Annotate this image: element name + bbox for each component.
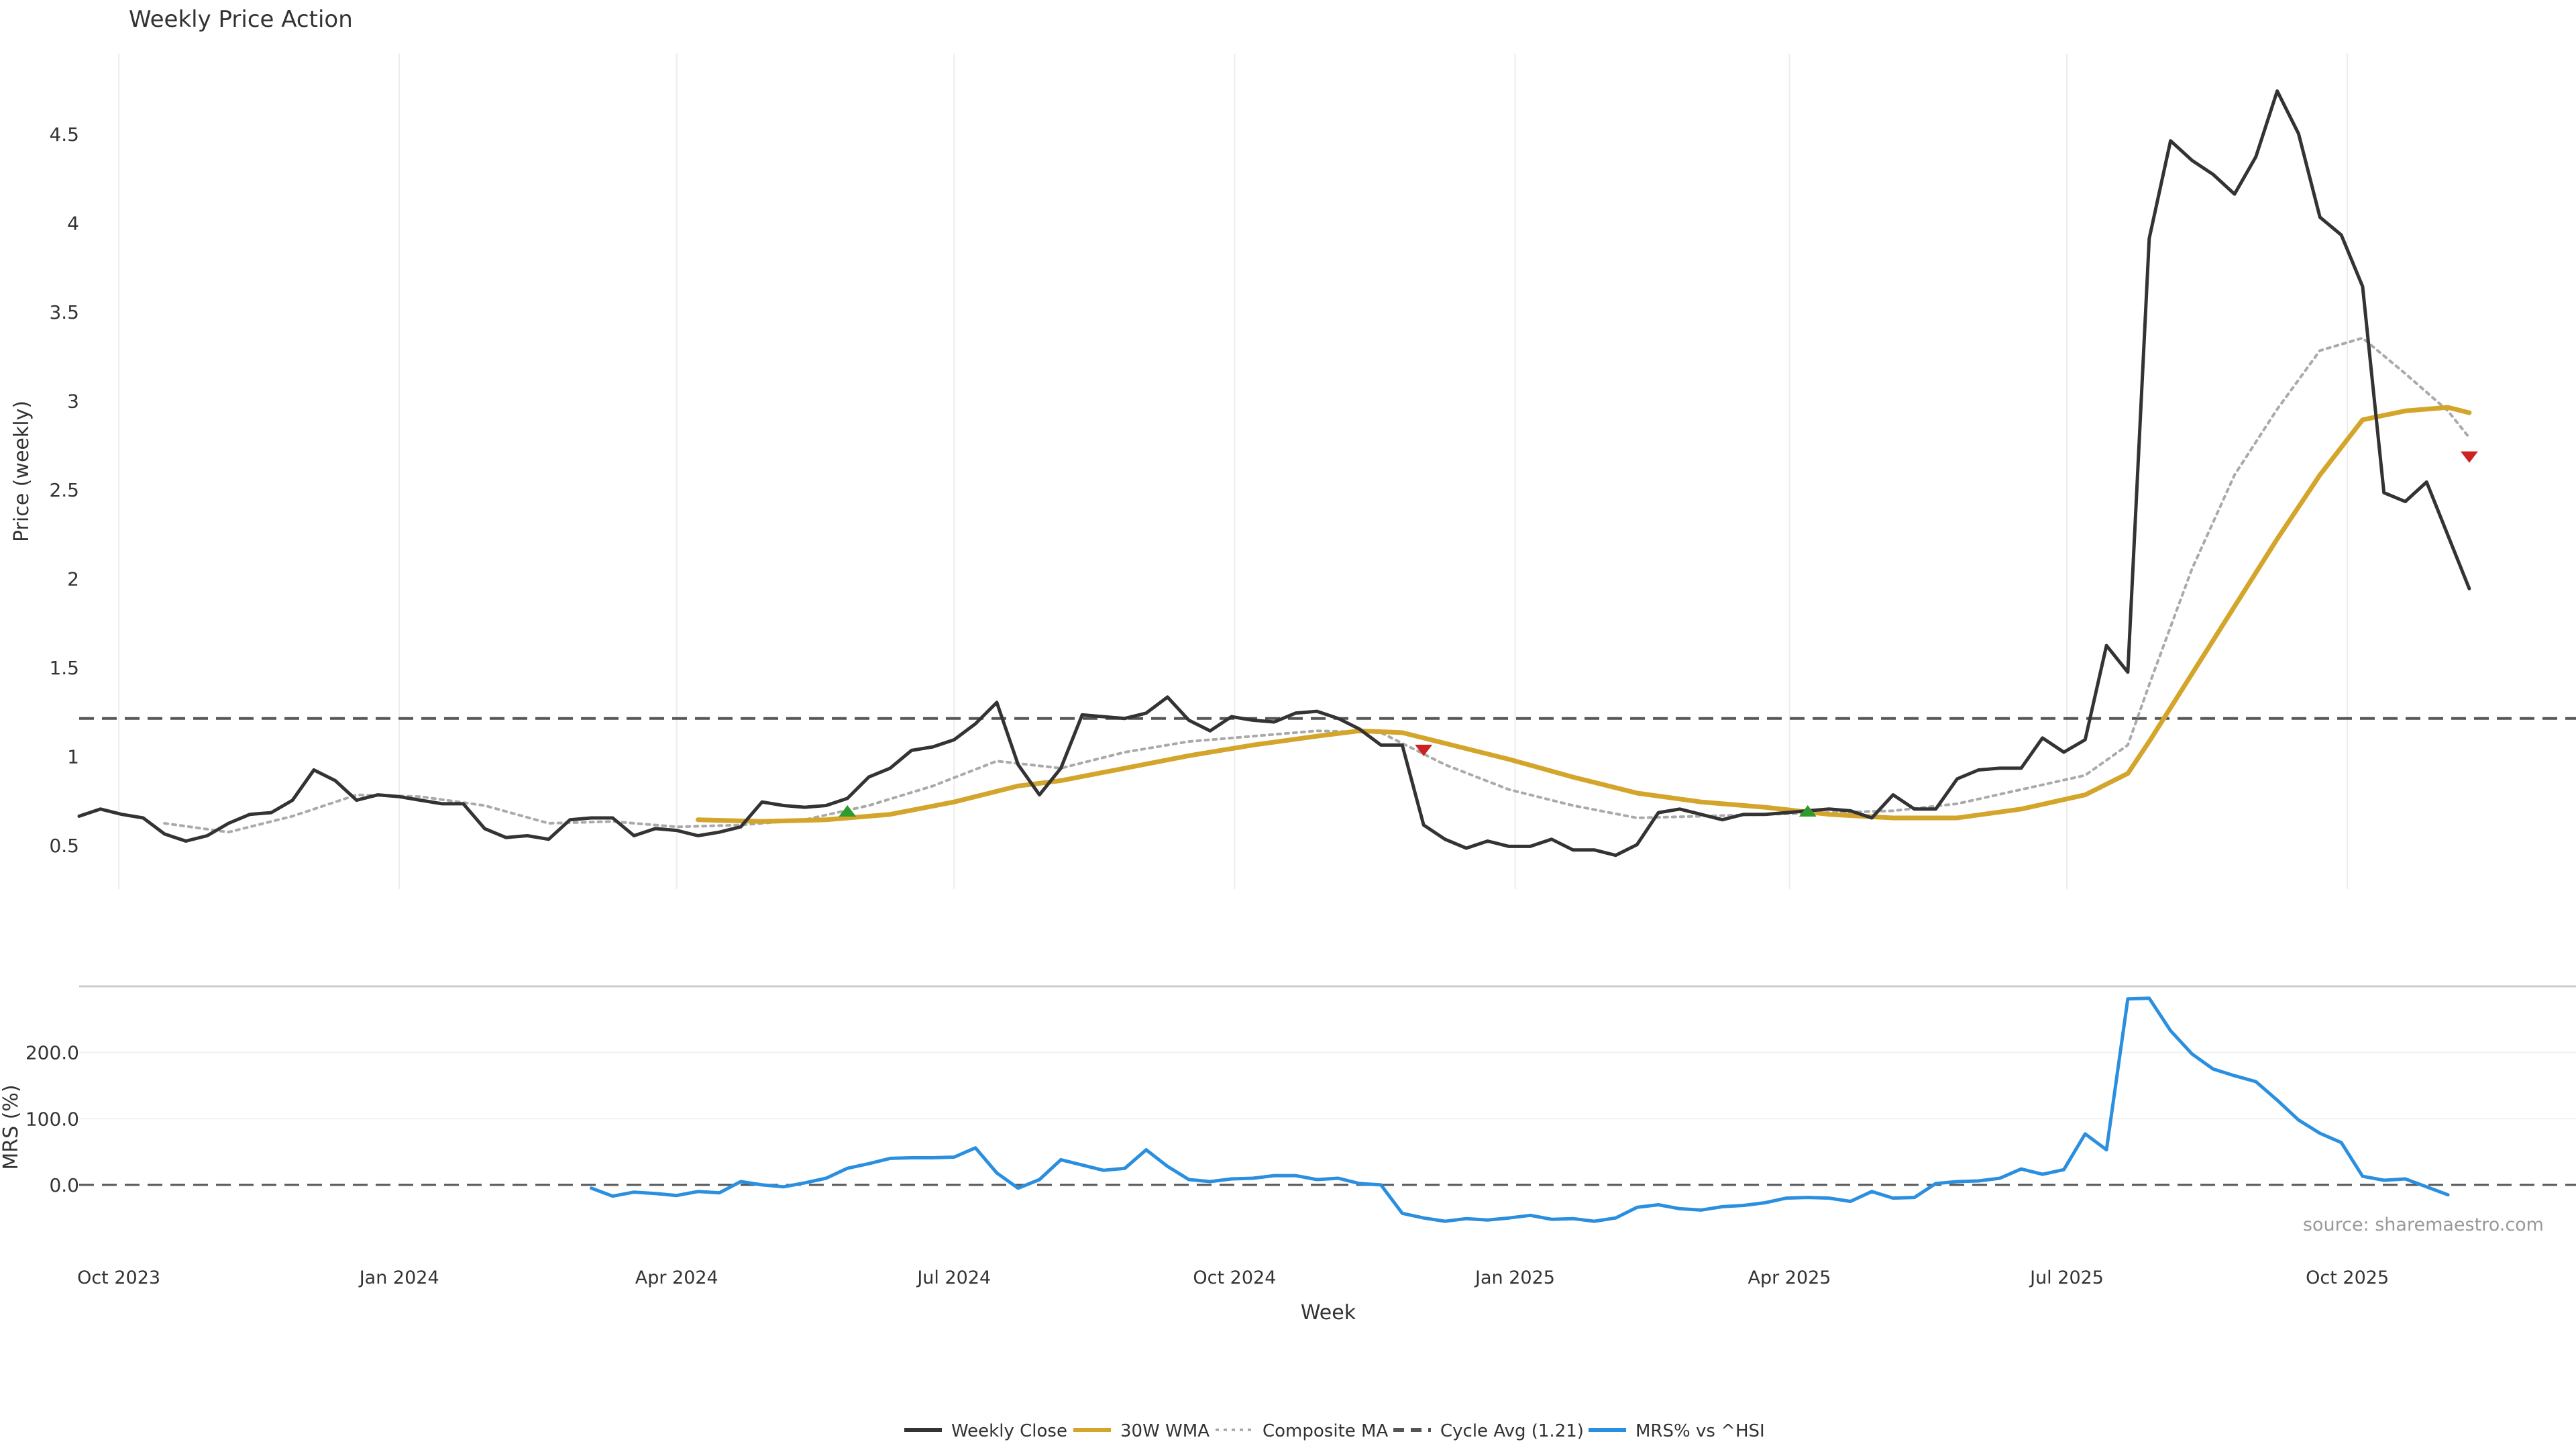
y-tick-label: 0.5 [49,835,79,857]
x-axis-label: Week [1301,1301,1356,1325]
legend-item: Composite MA [1216,1421,1388,1441]
sell-signal-marker [2460,451,2478,463]
chart-title: Weekly Price Action [129,6,353,33]
legend-label: Cycle Avg (1.21) [1440,1421,1584,1441]
30w-wma-series [696,405,2472,824]
y-tick-label: 200.0 [25,1042,79,1064]
mrs-series [590,996,2450,1223]
x-tick-label: Jul 2025 [2029,1267,2104,1288]
composite-ma-series [163,336,2471,834]
y-tick-label: 1 [67,745,79,768]
y-axis-label: MRS (%) [0,1084,23,1170]
y-tick-label: 2.5 [49,479,79,501]
legend: Weekly Close 30W WMA Composite MA Cycle Avg… [904,1421,1765,1441]
price-panel: 0.5 1 1.5 2 2.5 3 3.5 4 4.5 Price (weekly) [10,54,2576,889]
y-tick-label: 100.0 [25,1108,79,1130]
y-tick-label: 4.5 [49,123,79,146]
legend-item: Cycle Avg (1.21) [1393,1421,1584,1441]
y-tick-label: 1.5 [49,657,79,679]
y-tick-label: 0.0 [49,1174,79,1196]
source-annotation: source: sharemaestro.com [2303,1214,2544,1235]
x-tick-label: Apr 2025 [1748,1267,1831,1288]
legend-label: Composite MA [1263,1421,1388,1441]
x-tick-label: Oct 2024 [1193,1267,1276,1288]
y-tick-label: 3.5 [49,301,79,323]
sell-signal-marker [1415,744,1433,756]
x-tick-label: Apr 2024 [635,1267,718,1288]
y-tick-label: 4 [67,213,79,235]
legend-item: MRS% vs ^HSI [1589,1421,1765,1441]
y-tick-label: 2 [67,568,79,590]
x-tick-label: Oct 2023 [77,1267,160,1288]
legend-label: Weekly Close [951,1421,1067,1441]
legend-item: Weekly Close [904,1421,1067,1441]
legend-item: 30W WMA [1073,1421,1210,1441]
buy-signal-marker [1799,805,1817,817]
x-tick-label: Jan 2024 [358,1267,439,1288]
weekly-close-series [77,89,2471,858]
buy-signal-marker [839,805,857,817]
legend-label: MRS% vs ^HSI [1635,1421,1765,1441]
x-tick-label: Jul 2024 [916,1267,991,1288]
x-tick-label: Jan 2025 [1474,1267,1555,1288]
y-tick-label: 3 [67,391,79,413]
y-axis-label: Price (weekly) [10,401,34,542]
legend-label: 30W WMA [1120,1421,1210,1441]
x-tick-label: Oct 2025 [2306,1267,2389,1288]
